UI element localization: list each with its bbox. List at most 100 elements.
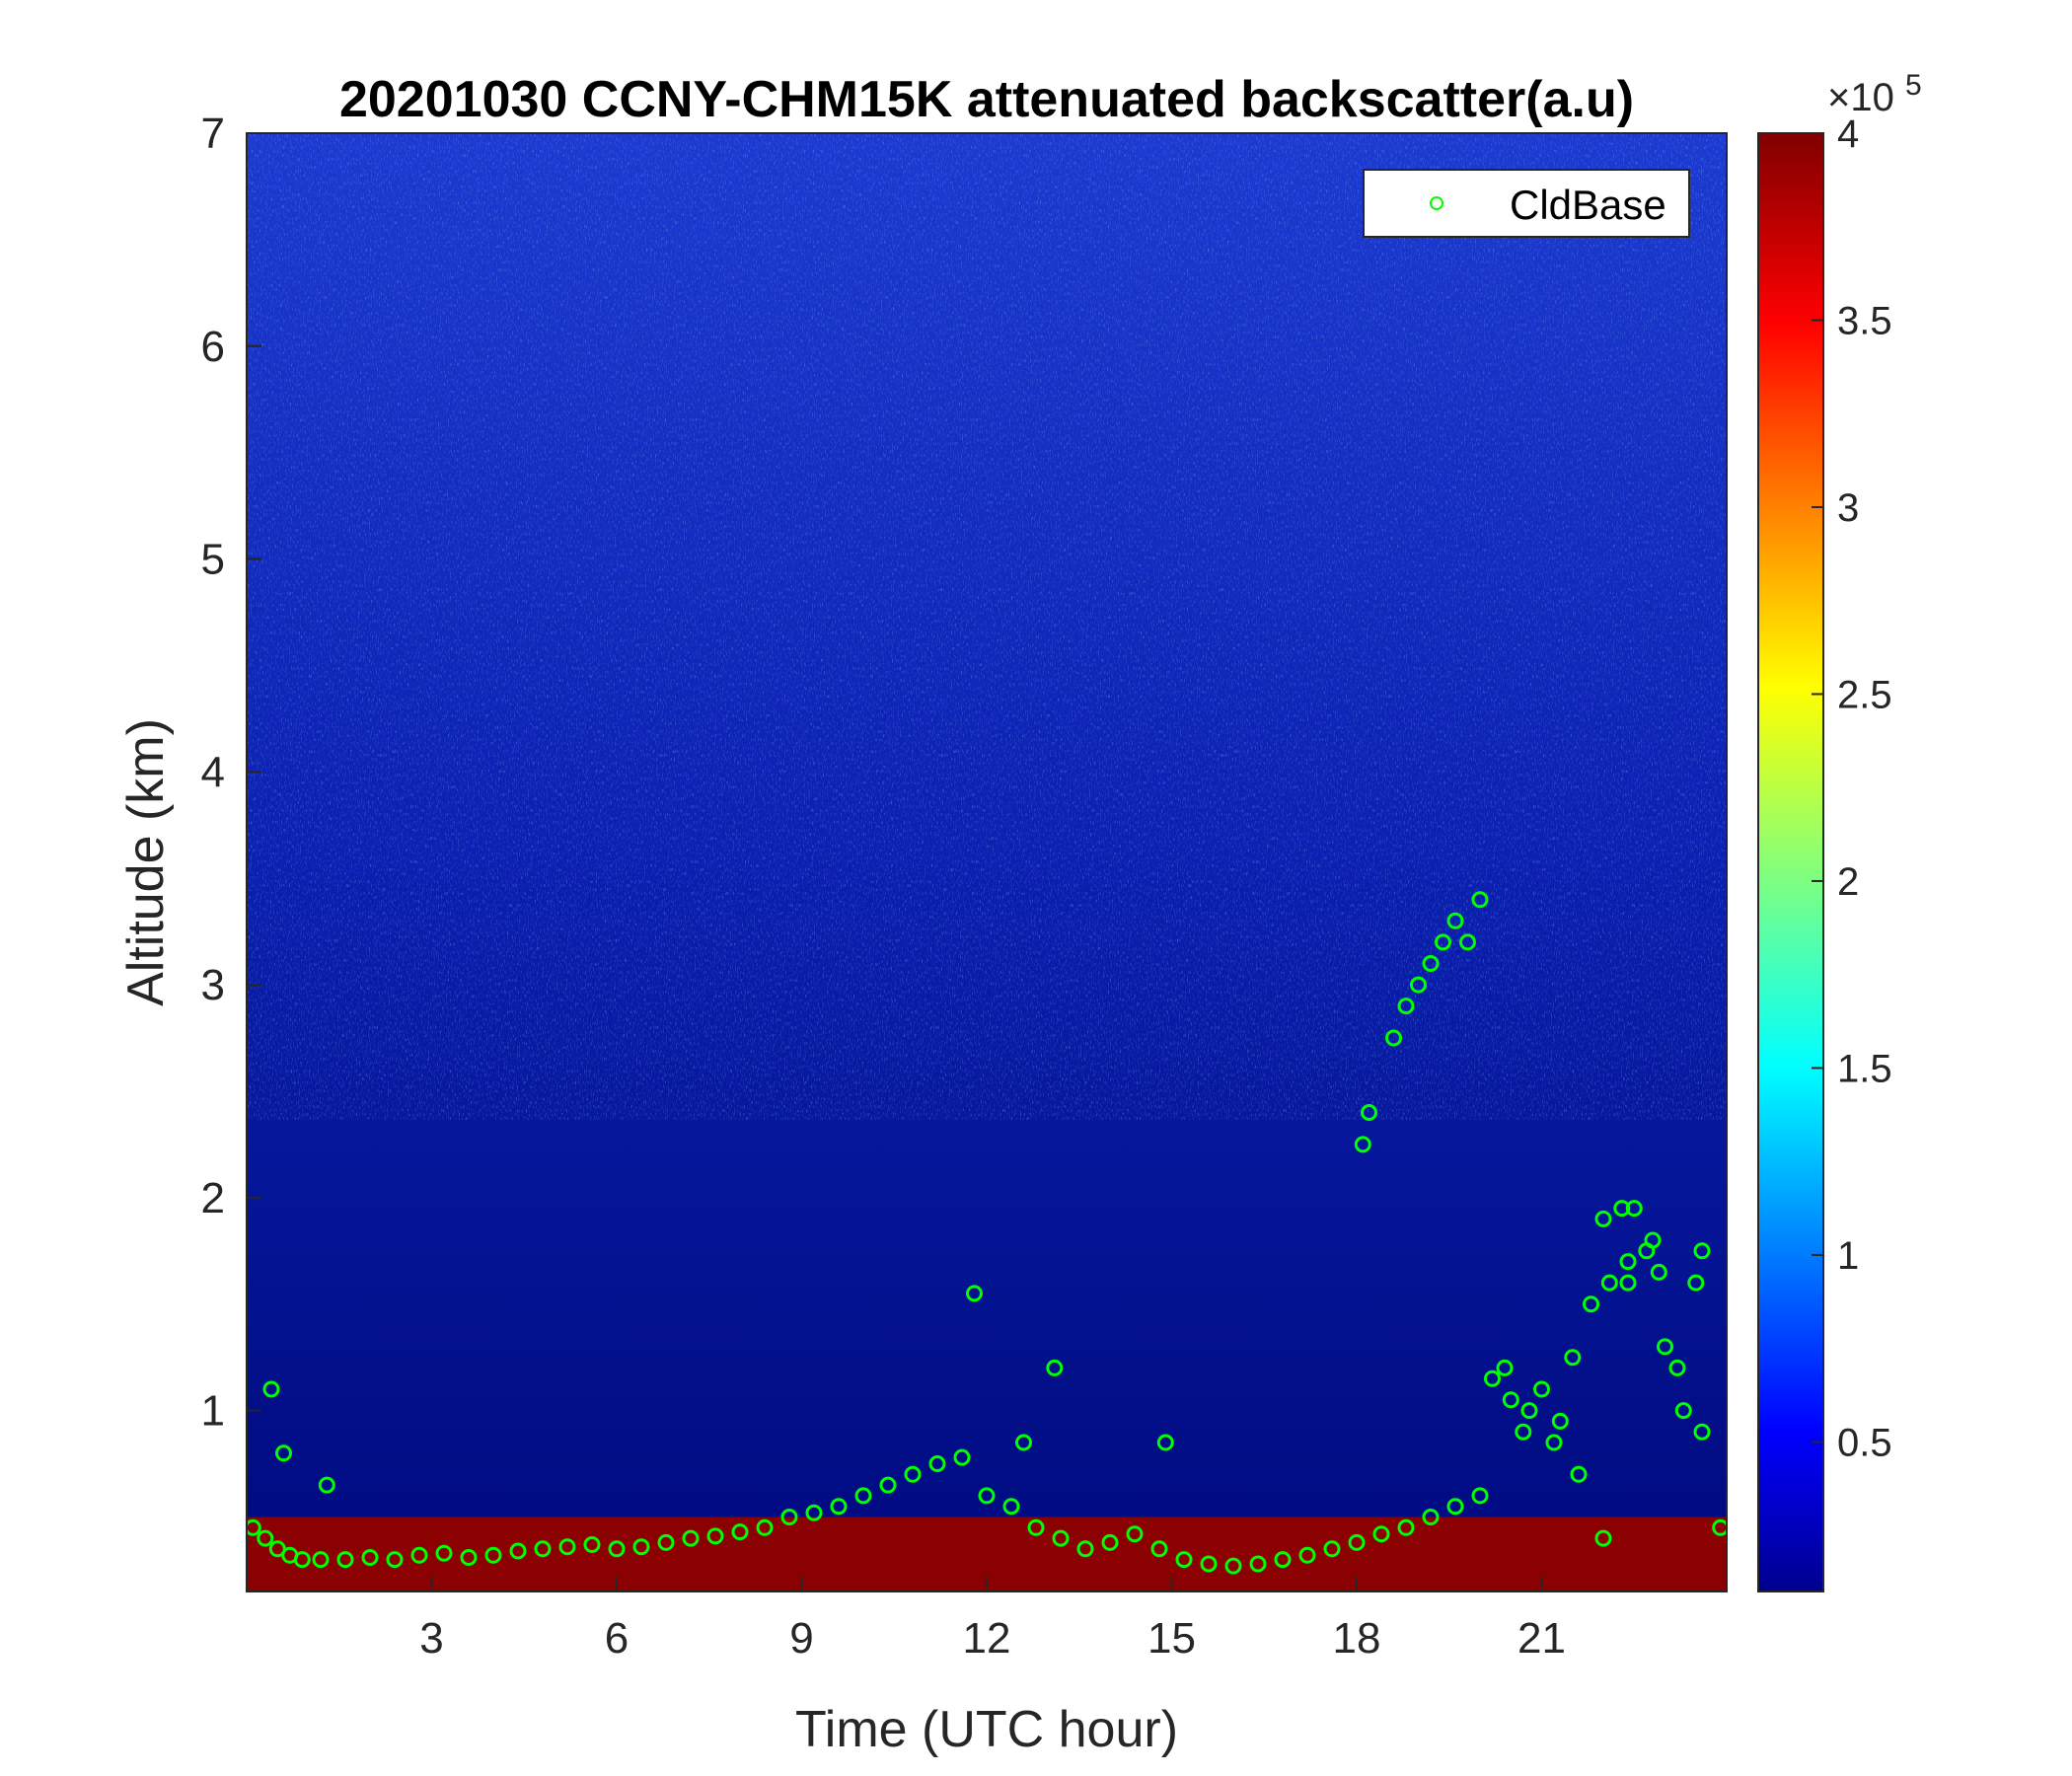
cldbase-marker [257,1529,274,1547]
cldbase-marker [1657,1338,1673,1356]
cldbase-marker [731,1523,749,1541]
cldbase-marker [608,1540,626,1558]
x-axis-label: Time (UTC hour) [795,1701,1178,1758]
cldbase-marker [1619,1274,1637,1292]
cldbase-marker [1674,1402,1692,1420]
cldbase-marker [1515,1423,1532,1441]
colorbar-exponent-power: 5 [1905,69,1922,102]
cldbase-marker [904,1465,922,1483]
cldbase-marker [1422,955,1440,972]
cldbase-marker [1520,1402,1538,1420]
cldbase-marker [1372,1525,1390,1543]
cldbase-marker [336,1551,354,1569]
cldbase-marker [1397,998,1415,1015]
cldbase-marker [1175,1551,1193,1569]
cldbase-marker [1650,1263,1667,1281]
cldbase-marker [1046,1359,1064,1376]
x-tick-label: 12 [963,1614,1011,1663]
colorbar-tick-label: 0.5 [1837,1421,1892,1464]
colorbar-tick-label: 3.5 [1837,299,1892,342]
cldbase-marker [247,1518,261,1536]
cldbase-marker [262,1380,280,1398]
cldbase-marker [1076,1540,1094,1558]
cldbase-marker [978,1487,996,1505]
cldbase-marker [1435,933,1451,951]
heatmap-region-elevated-noise [1017,133,1573,1126]
colorbar-tick-label: 1.5 [1837,1047,1892,1090]
cldbase-marker [1348,1533,1366,1551]
cldbase-marker [805,1504,823,1521]
colorbar-gradient [1757,132,1824,1592]
cldbase-marker [268,1540,286,1558]
cldbase-marker [558,1538,576,1556]
cldbase-marker [1323,1540,1341,1558]
legend: CldBase [1363,169,1690,238]
cldbase-marker [1224,1557,1242,1575]
cldbase-marker [1638,1242,1656,1260]
cldbase-marker [583,1536,601,1553]
cldbase-marker [1551,1412,1569,1430]
cldbase-marker [1422,1509,1440,1525]
cldbase-marker [275,1444,292,1462]
cldbase-marker [1298,1546,1316,1564]
y-tick-label: 3 [201,961,225,1009]
cldbase-marker [293,1551,311,1569]
x-tick-label: 6 [605,1614,629,1663]
backscatter-heatmap [247,133,1727,1591]
cldbase-marker [1459,933,1476,951]
cldbase-marker [966,1285,983,1302]
cldbase-marker [1397,1518,1415,1536]
cldbase-marker [1410,976,1427,994]
cldbase-marker [756,1518,774,1536]
cldbase-marker [1693,1423,1711,1441]
cldbase-marker [1600,1274,1618,1292]
colorbar: 0.5 1 1.5 2 2.5 3 3.5 4 ×10 5 [1757,69,1922,1592]
cldbase-marker [1625,1200,1643,1218]
cldbase-marker [928,1455,946,1472]
cldbase-marker [312,1551,330,1569]
cldbase-marker [1027,1518,1045,1536]
cldbase-marker [1101,1533,1119,1551]
y-tick-label: 6 [201,323,225,371]
y-tick-label: 2 [201,1174,225,1222]
cldbase-marker [879,1476,897,1494]
colorbar-exponent-base: ×10 [1827,76,1894,119]
x-tick-label: 3 [419,1614,443,1663]
cldbase-marker [1594,1210,1612,1227]
cldbase-marker [1446,912,1464,929]
cldbase-marker [632,1538,650,1556]
cldbase-marker [1471,1487,1489,1505]
cldbase-marker [1446,1498,1464,1516]
cldbase-marker [1502,1391,1519,1409]
y-tick-label: 4 [201,748,225,796]
cldbase-marker [1354,1136,1371,1153]
cldbase-marker [854,1487,872,1505]
cldbase-marker [1385,1029,1402,1047]
cldbase-marker [657,1533,675,1551]
cldbase-marker [1687,1274,1705,1292]
cldbase-marker [1249,1555,1267,1573]
cldbase-marker [1496,1359,1514,1376]
x-tick-label: 9 [789,1614,813,1663]
cldbase-marker [1570,1465,1588,1483]
cldbase-marker [682,1529,700,1547]
cldbase-marker [1471,891,1489,909]
colorbar-tick-label: 2.5 [1837,673,1892,716]
y-tick-label: 7 [201,110,225,158]
cldbase-marker [460,1549,478,1566]
cldbase-marker [1583,1295,1599,1313]
cldbase-marker [1015,1434,1032,1451]
x-tick-label: 21 [1517,1614,1566,1663]
cldbase-marker [1564,1349,1582,1367]
cldbase-marker [780,1509,798,1525]
cldbase-marker [361,1549,379,1566]
legend-label-cldbase: CldBase [1510,182,1666,228]
cldbase-marker [1668,1359,1686,1376]
cldbase-marker [1712,1518,1727,1536]
colorbar-tick-label: 3 [1837,486,1859,530]
colorbar-tick-label: 4 [1837,112,1859,156]
x-tick-label: 15 [1147,1614,1196,1663]
chart-title: 20201030 CCNY-CHM15K attenuated backscat… [339,71,1634,128]
cldbase-marker [1484,1369,1501,1387]
